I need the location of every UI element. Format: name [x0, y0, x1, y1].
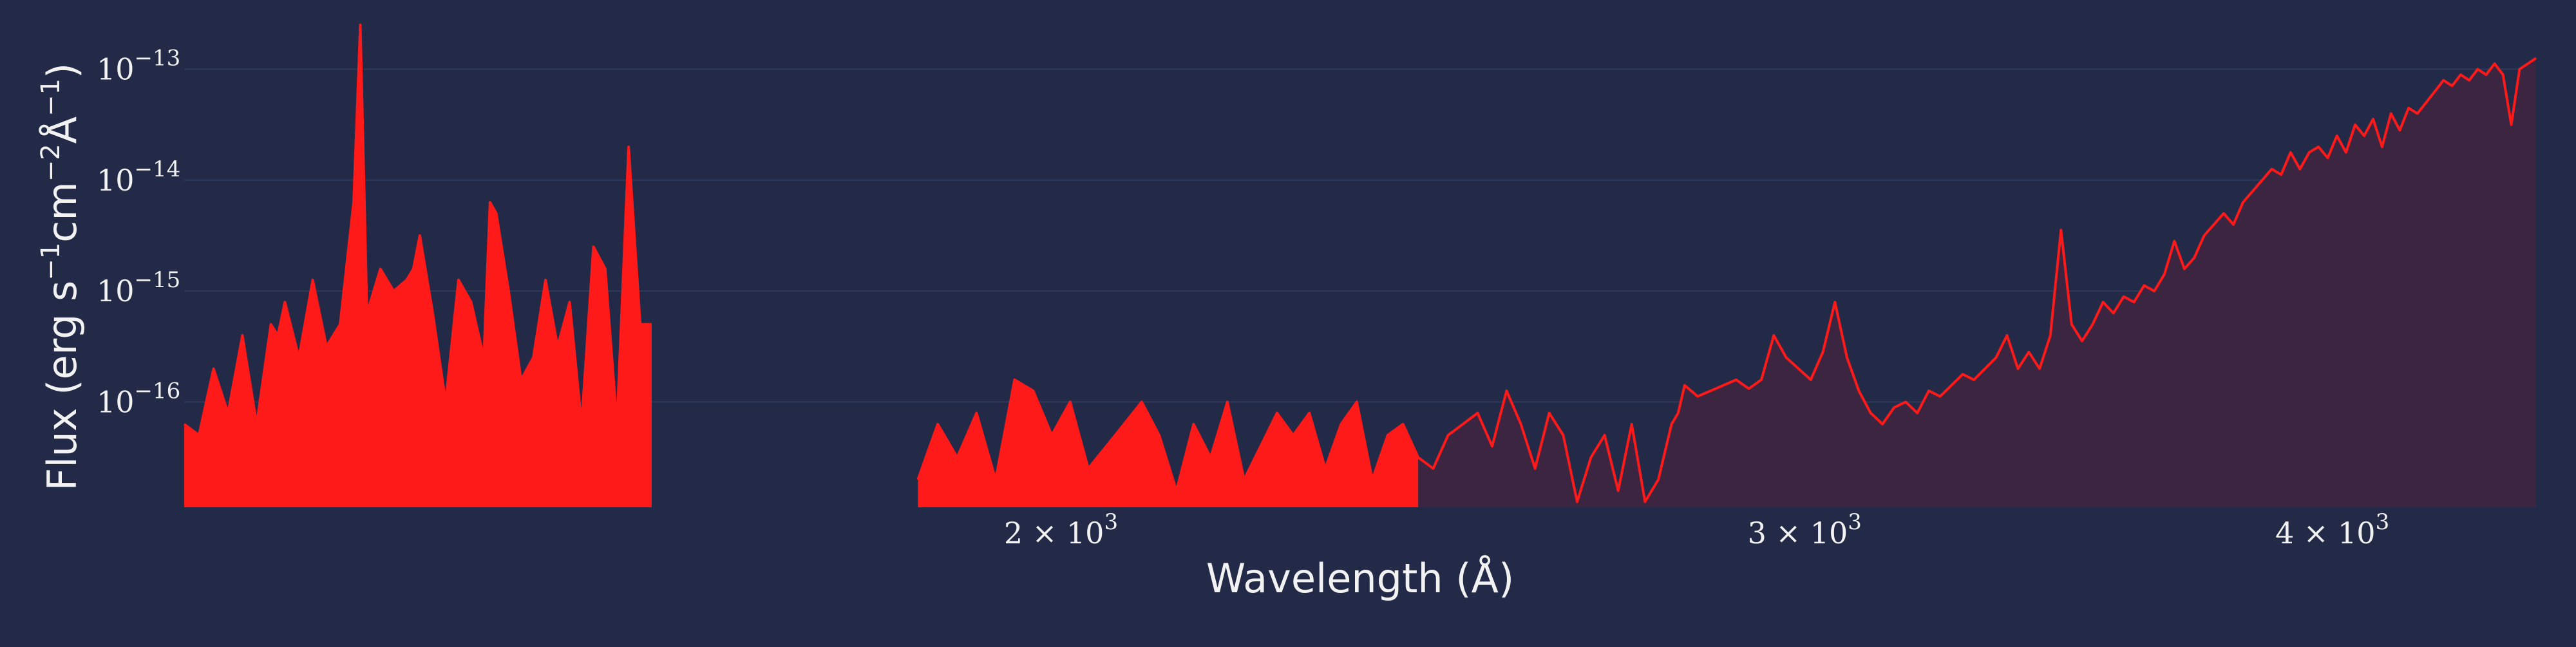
y-tick-exp: −13 [135, 46, 181, 71]
x-tick-labels: 2 × 103 3 × 103 4 × 103 [1004, 509, 2389, 550]
y-axis-title-exp1: −1 [36, 243, 66, 281]
y-axis-title-prefix: Flux (erg s [39, 281, 86, 491]
series-area-fuv [184, 24, 652, 508]
y-axis-title-mid: cm [39, 182, 86, 242]
x-tick-mantissa: 2 × 10 [1004, 516, 1104, 550]
x-tick-label: 3 × 103 [1748, 509, 1862, 550]
y-axis-title-exp2: −2 [36, 144, 66, 182]
x-tick-mantissa: 3 × 10 [1748, 516, 1848, 550]
x-tick-exp: 3 [1104, 509, 1118, 535]
x-tick-exp: 3 [2376, 509, 2390, 535]
y-axis-title-angstrom: Å [39, 117, 86, 144]
y-axis-title: Flux (erg s−1cm−2Å−1) [36, 63, 86, 491]
x-tick-exp: 3 [1848, 509, 1862, 535]
y-tick-label: 10−14 [97, 156, 180, 198]
y-axis-title-suffix: ) [39, 63, 86, 79]
y-tick-label: 10−16 [97, 378, 180, 419]
y-tick-label: 10−13 [97, 46, 180, 87]
series-layer [183, 23, 2537, 508]
x-tick-mantissa: 4 × 10 [2275, 516, 2376, 550]
series-area-noisy [918, 379, 1419, 507]
y-tick-exp: −15 [135, 267, 181, 293]
y-tick-base: 10 [97, 52, 135, 87]
y-axis-title-exp3: −1 [36, 79, 66, 117]
y-tick-base: 10 [97, 163, 135, 198]
y-tick-exp: −16 [135, 378, 181, 404]
x-tick-label: 2 × 103 [1004, 509, 1118, 550]
x-tick-label: 4 × 103 [2275, 509, 2389, 550]
y-tick-base: 10 [97, 384, 135, 419]
y-tick-base: 10 [97, 274, 135, 308]
x-axis-title: Wavelength (Å) [1206, 555, 1514, 602]
series-area-nuv [918, 58, 2537, 508]
series-line-nuv [916, 57, 2537, 503]
y-tick-exp: −14 [135, 156, 181, 182]
y-tick-label: 10−15 [97, 267, 180, 308]
series-line-fuv [183, 23, 652, 436]
